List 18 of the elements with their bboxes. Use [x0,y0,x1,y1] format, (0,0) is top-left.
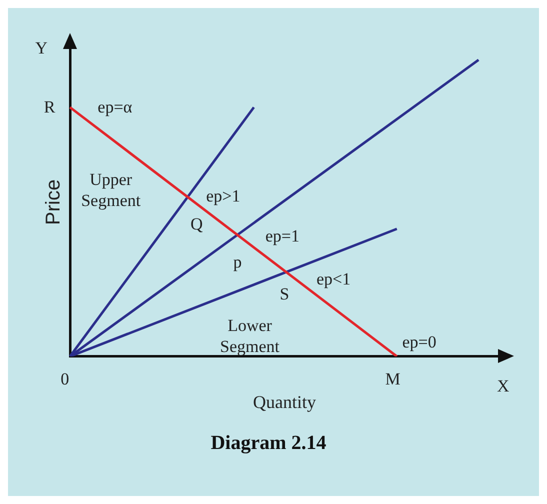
y-axis-title: Price [42,179,65,225]
annotation: Upper Segment [80,169,142,212]
annotation: p [233,251,242,272]
annotation: S [280,284,290,305]
text: Y [35,38,48,58]
annotation: ep>1 [206,186,240,207]
x-axis-title: Quantity [253,392,316,412]
annotation: Q [190,214,203,235]
text: R [44,96,56,118]
text: Diagram 2.14 [210,432,326,454]
text: M [385,368,400,390]
annotation: ep=α [98,96,132,118]
text: X [496,376,510,397]
annotation: Lower Segment [219,314,281,357]
text: 0 [60,368,70,390]
annotation: ep=0 [402,331,436,352]
annotation: ep<1 [316,268,351,290]
annotation: ep=1 [265,226,300,247]
